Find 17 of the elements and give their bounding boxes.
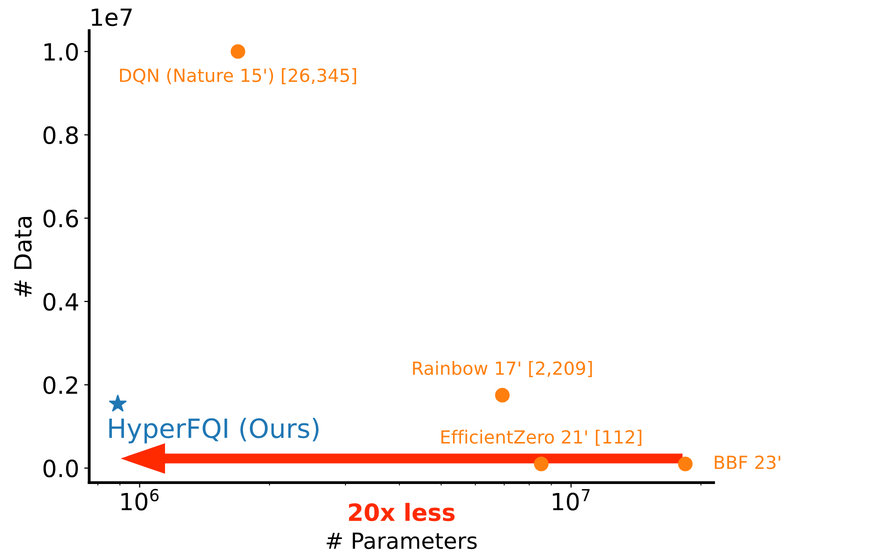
y-tick-label: 0.8: [43, 126, 78, 144]
x-tick-label: 10$^{7}$: [552, 489, 590, 511]
y-tick-label: 1.0: [44, 42, 78, 61]
series-label: Rainbow 17' [2,209]: [413, 361, 592, 378]
y-tick-label: 0.0: [43, 460, 78, 478]
series-label: DQN (Nature 15') [26,345]: [120, 68, 356, 84]
series-label: BBF 23': [714, 456, 780, 470]
text: 1e7: [92, 8, 132, 26]
text: 20x less: [349, 502, 455, 522]
y-tick-label: 0.6: [43, 210, 78, 228]
y-tick-label: 0.2: [43, 376, 78, 394]
y-axis-title: # Data: [14, 216, 32, 297]
series-label: HyperFQI (Ours): [109, 418, 319, 444]
x-axis-title: # Parameters: [326, 532, 477, 550]
series-label: EfficientZero 21' [112]: [441, 430, 642, 446]
y-tick-label: 0.4: [43, 292, 78, 311]
x-tick-label: 10$^{6}$: [121, 488, 159, 510]
